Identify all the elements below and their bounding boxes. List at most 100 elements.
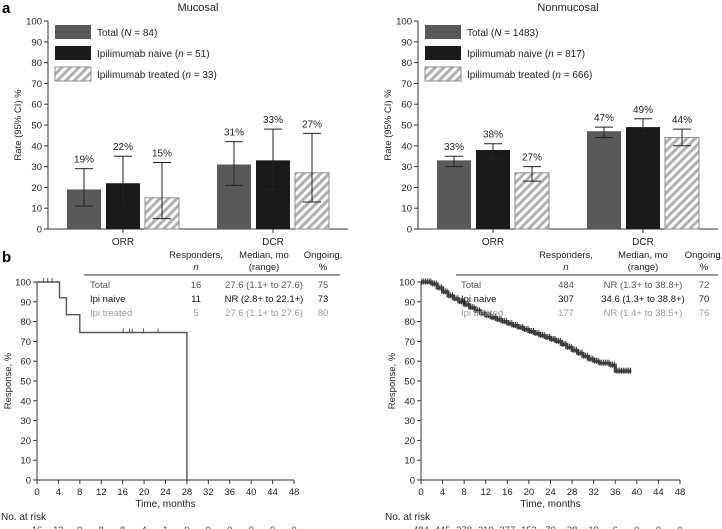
- at-risk-count: 0: [634, 525, 639, 529]
- bar-naive-dcr: [626, 127, 660, 229]
- table-row-n: 11: [191, 294, 201, 305]
- x-tick-label: 20: [139, 487, 150, 498]
- x-tick-label: 40: [632, 487, 643, 498]
- x-tick-label: 44: [267, 487, 278, 498]
- legend-text-post: = 1483): [501, 28, 538, 39]
- bar-total-dcr: [587, 131, 621, 229]
- legend-swatch-total: [55, 25, 91, 39]
- legend-text-var: n: [185, 70, 191, 81]
- y-tick-label: 40: [401, 141, 412, 152]
- y-tick-label: 60: [20, 357, 31, 368]
- x-tick-label: 12: [480, 487, 491, 498]
- bar-total-orr: [437, 160, 471, 229]
- y-tick-label: 80: [31, 58, 42, 69]
- chart-title: Mucosal: [178, 2, 219, 14]
- at-risk-label: No. at risk: [1, 512, 47, 523]
- x-tick-label: 48: [675, 487, 686, 498]
- legend-swatch-naive: [55, 46, 91, 60]
- legend-text-pre: Total (: [97, 28, 125, 39]
- panel-label-a: a: [2, 0, 11, 17]
- x-tick-label: 8: [77, 487, 82, 498]
- at-risk-count: 38: [567, 525, 578, 529]
- y-tick-label: 10: [31, 204, 42, 215]
- y-tick-label: 70: [31, 79, 42, 90]
- x-tick-label: DCR: [262, 237, 284, 248]
- y-tick-label: 10: [404, 456, 415, 467]
- nonmucosal-bar-chart: Nonmucosal 0 10 20 30 40 50 60 70 80 90 100 Rate (95…: [383, 2, 718, 248]
- legend-text-var: n: [548, 49, 554, 60]
- table-row-label: Ipi treated: [461, 308, 503, 319]
- table-row-median: 27.6 (1.1+ to 27.6): [225, 308, 303, 319]
- y-tick-label: 100: [399, 278, 415, 289]
- table-row-label: Total: [90, 280, 110, 291]
- x-tick-label: 16: [117, 487, 128, 498]
- y-tick-label: 80: [404, 317, 415, 328]
- mucosal-bar-chart: Mucosal 0 10 20 30 40 50 60 70 80 90 100 Rate (95% C…: [13, 2, 348, 248]
- x-axis-label: Time, months: [135, 499, 195, 510]
- table-row-ongoing: 70: [699, 294, 710, 305]
- at-risk-label: No. at risk: [385, 512, 431, 523]
- y-tick-label: 70: [404, 337, 415, 348]
- table-row-ongoing: 75: [318, 280, 329, 291]
- y-tick-label: 20: [20, 436, 31, 447]
- y-tick-label: 90: [401, 37, 412, 48]
- y-tick-label: 40: [31, 141, 42, 152]
- y-tick-label: 0: [407, 225, 412, 236]
- y-tick-label: 50: [404, 377, 415, 388]
- legend-text-var: N: [494, 28, 502, 39]
- y-tick-label: 10: [401, 204, 412, 215]
- y-axis-label: Rate (95% CI) %: [383, 89, 394, 161]
- km-curve: [421, 280, 632, 373]
- x-tick-label: 12: [96, 487, 107, 498]
- legend-text-pre: Total (: [467, 28, 495, 39]
- y-tick-label: 50: [20, 377, 31, 388]
- data-label: 31%: [224, 128, 244, 139]
- legend-swatch-treated: [424, 66, 462, 82]
- x-tick-label: 40: [246, 487, 257, 498]
- y-tick-label: 0: [37, 225, 42, 236]
- legend-text-post: = 666): [561, 70, 592, 81]
- legend-entry-treated: Ipilimumab treated (n = 33): [97, 70, 217, 81]
- table-row-median: NR (1.4+ to 38.5+): [604, 308, 683, 319]
- data-label: 27%: [522, 153, 542, 164]
- at-risk-count: 16: [32, 525, 43, 529]
- legend-entry-total: Total (N = 1483): [467, 28, 538, 39]
- legend-text-pre: Ipilimumab naive (: [467, 49, 549, 60]
- x-tick-label: 4: [440, 487, 445, 498]
- at-risk-count: 152: [521, 525, 537, 529]
- x-tick-label: 36: [224, 487, 235, 498]
- at-risk-count: 8: [120, 525, 125, 529]
- legend-text-pre: Ipilimumab naive (: [97, 49, 179, 60]
- x-tick-label: 24: [160, 487, 171, 498]
- at-risk-count: 0: [249, 525, 254, 529]
- y-tick-label: 40: [20, 396, 31, 407]
- y-tick-label: 90: [20, 297, 31, 308]
- at-risk-count: 19: [588, 525, 599, 529]
- y-tick-label: 60: [401, 100, 412, 111]
- at-risk-count: 6: [613, 525, 618, 529]
- data-label: 49%: [633, 105, 653, 116]
- table-row-n: 5: [193, 308, 198, 319]
- table-header-n: n: [563, 262, 568, 273]
- at-risk-count: 445: [435, 525, 451, 529]
- y-tick-label: 10: [20, 456, 31, 467]
- data-label: 33%: [444, 142, 464, 153]
- legend-text-post: = 51): [184, 49, 210, 60]
- table-row-n: 177: [558, 308, 574, 319]
- legend-swatch-treated: [54, 66, 92, 82]
- panel-label-b: b: [2, 249, 11, 266]
- data-label: 38%: [483, 130, 503, 141]
- legend-entry-total: Total (N = 84): [97, 28, 157, 39]
- y-tick-label: 100: [26, 17, 42, 28]
- x-tick-label: 16: [502, 487, 513, 498]
- y-tick-label: 30: [31, 162, 42, 173]
- y-tick-label: 20: [401, 183, 412, 194]
- at-risk-count: 319: [478, 525, 494, 529]
- x-tick-label: ORR: [482, 237, 504, 248]
- legend-text-post: = 33): [191, 70, 217, 81]
- legend-text-var: n: [178, 49, 184, 60]
- at-risk-count: 0: [291, 525, 296, 529]
- y-tick-label: 20: [31, 183, 42, 194]
- bar-naive-orr: [476, 149, 510, 229]
